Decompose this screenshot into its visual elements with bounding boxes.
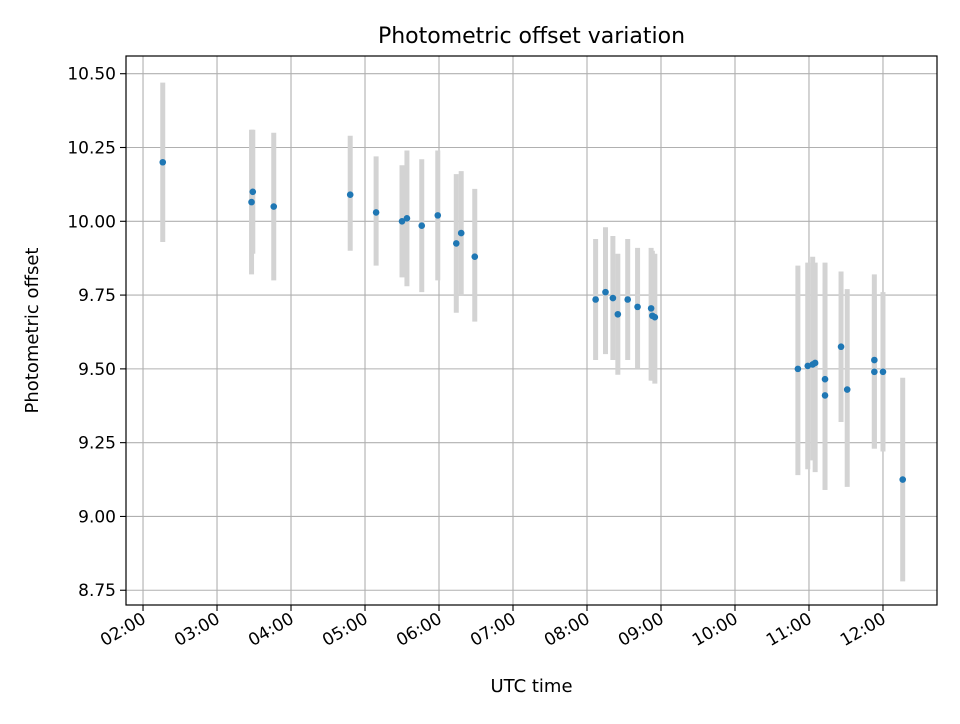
y-tick-label: 10.00: [67, 212, 116, 232]
y-axis-label: Photometric offset: [22, 248, 43, 414]
data-point: [602, 288, 609, 296]
data-point: [879, 368, 887, 376]
data-point: [372, 209, 380, 216]
data-point: [403, 215, 411, 222]
data-point: [457, 229, 465, 237]
data-point: [871, 356, 878, 364]
data-points: [159, 158, 907, 483]
data-point: [899, 476, 907, 483]
data-point: [452, 240, 460, 247]
data-point: [434, 212, 442, 219]
data-point: [159, 158, 167, 166]
data-point: [843, 386, 851, 393]
chart-title: Photometric offset variation: [378, 24, 685, 49]
y-tick-label: 9.75: [78, 286, 116, 306]
data-point: [346, 191, 354, 199]
data-point: [609, 294, 617, 302]
data-point: [871, 368, 878, 376]
y-tick-label: 9.25: [78, 434, 116, 454]
data-point: [837, 343, 845, 351]
data-point: [248, 198, 255, 206]
data-point: [651, 313, 659, 321]
y-tick-label: 8.75: [78, 581, 116, 601]
y-tick-label: 9.00: [78, 507, 116, 527]
data-point: [418, 222, 426, 230]
data-point: [821, 375, 829, 383]
data-point: [270, 203, 278, 210]
data-point: [794, 365, 802, 373]
data-point: [249, 188, 257, 196]
data-point: [614, 310, 622, 318]
data-point: [471, 253, 479, 261]
data-point: [634, 303, 641, 311]
axes-frame: [125, 55, 938, 606]
data-point: [398, 217, 406, 225]
data-point: [647, 305, 655, 312]
x-axis-label: UTC time: [490, 676, 572, 697]
y-tick-label: 9.50: [78, 360, 116, 380]
data-point: [811, 359, 819, 367]
data-point: [592, 296, 599, 303]
data-point: [624, 296, 631, 303]
y-tick-label: 10.50: [67, 65, 116, 85]
data-point: [821, 392, 829, 399]
y-tick-label: 10.25: [67, 139, 116, 159]
